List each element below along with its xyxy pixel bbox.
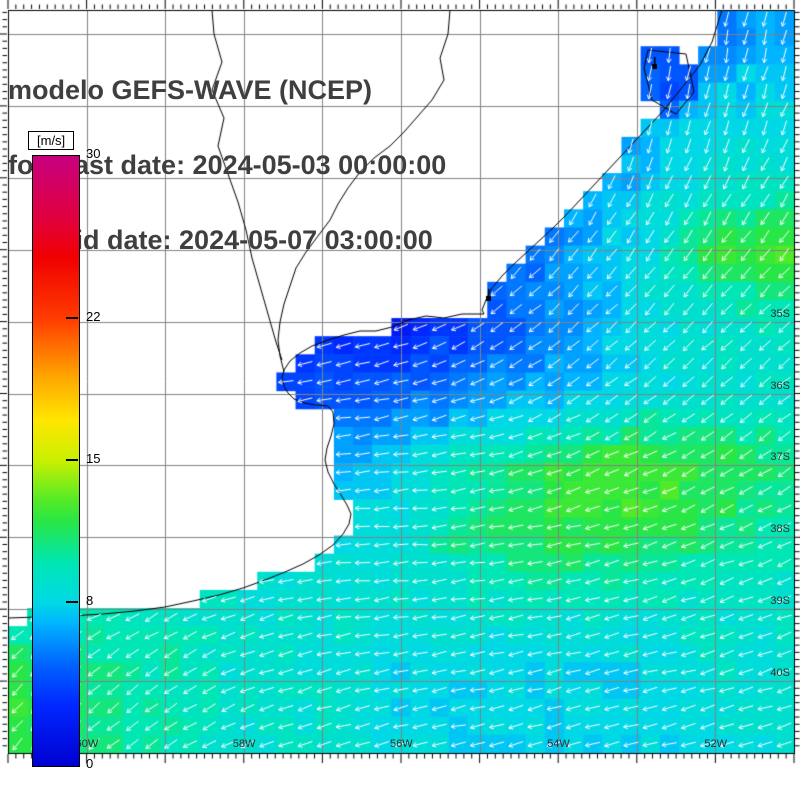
colorbar-tick-30: 30 [86,146,101,161]
model-title: modelo GEFS-WAVE (NCEP) [8,75,373,105]
colorbar-tick-mark [66,459,78,461]
colorbar-tick-22: 22 [86,308,101,324]
lat-label-37S: 37S [770,451,790,464]
colorbar-tick-mark [66,601,78,604]
lat-label-35S: 35S [770,307,790,320]
colorbar-gradient [32,155,80,767]
lon-label-52W: 52W [704,738,728,750]
colorbar-tick-0: 0 [86,756,94,771]
lon-label-58W: 58W [232,738,256,750]
lon-label-56W: 56W [390,738,413,750]
colorbar-tick-mark [66,316,78,319]
lat-label-39S: 39S [770,595,790,608]
lat-label-38S: 38S [770,523,790,536]
lat-label-36S: 36S [770,379,790,392]
colorbar-unit-label: [m/s] [28,131,75,150]
lon-label-60W: 60W [75,738,99,750]
lon-label-54W: 54W [547,738,570,750]
colorbar-tick-15: 15 [86,451,101,466]
lat-label-40S: 40S [770,667,790,680]
colorbar-tick-8: 8 [86,593,94,609]
